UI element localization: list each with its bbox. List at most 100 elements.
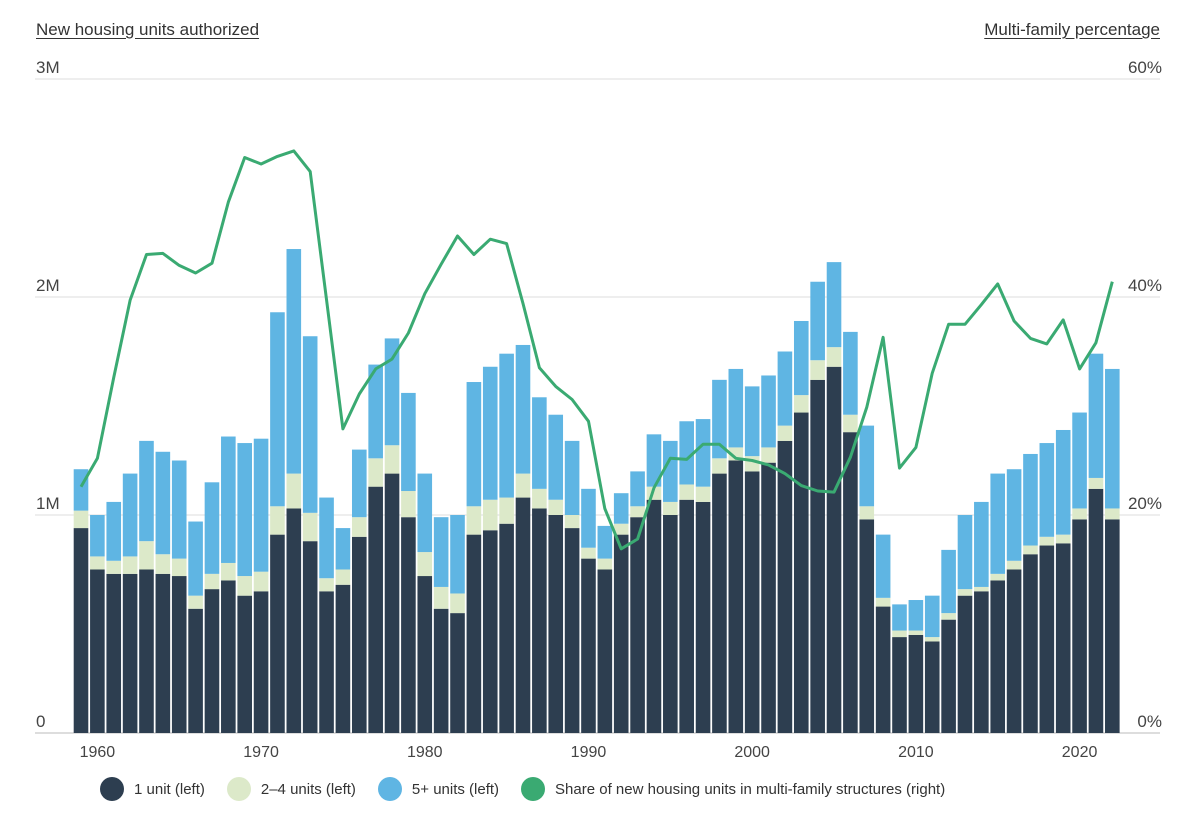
bar-5-plus-units-1976 — [351, 449, 367, 518]
bar-5-plus-units-1980 — [417, 473, 433, 553]
bar-1-unit-1959 — [73, 528, 89, 733]
bar-5-plus-units-1963 — [139, 440, 154, 542]
bar-1-unit-1985 — [499, 523, 514, 733]
bar-2-4-units-1960 — [90, 556, 105, 570]
bar-1-unit-2000 — [744, 471, 760, 733]
bar-5-plus-units-2012 — [941, 549, 956, 614]
bar-5-plus-units-1983 — [466, 382, 482, 507]
bar-1-unit-1969 — [237, 595, 252, 733]
bar-1-unit-1993 — [630, 517, 645, 733]
bar-2-4-units-2003 — [793, 395, 809, 413]
x-tick-label: 1990 — [571, 744, 607, 761]
bar-2-4-units-2016 — [1006, 560, 1022, 570]
bar-1-unit-2005 — [826, 366, 842, 733]
bar-2-4-units-1988 — [548, 499, 564, 515]
bar-1-unit-1983 — [466, 534, 482, 733]
bar-1-unit-1984 — [482, 530, 498, 733]
right-tick-label: 20% — [1128, 494, 1162, 513]
bar-2-4-units-1990 — [581, 547, 596, 559]
bar-5-plus-units-1969 — [237, 443, 252, 577]
bar-1-unit-1988 — [548, 515, 564, 733]
bar-2-4-units-1967 — [204, 573, 220, 590]
bar-5-plus-units-2019 — [1055, 429, 1071, 535]
bar-5-plus-units-1972 — [286, 249, 302, 474]
bar-5-plus-units-1978 — [384, 338, 400, 446]
bar-5-plus-units-1999 — [728, 368, 744, 448]
bar-1-unit-1968 — [221, 580, 236, 733]
bar-1-unit-1965 — [171, 576, 187, 733]
bar-2-4-units-2009 — [892, 630, 907, 638]
bar-5-plus-units-2002 — [777, 351, 793, 426]
bar-1-unit-2015 — [990, 580, 1006, 733]
legend: 1 unit (left) 2–4 units (left) 5+ units … — [100, 777, 967, 801]
bar-1-unit-2016 — [1006, 569, 1022, 733]
bar-2-4-units-1997 — [695, 486, 711, 502]
bar-2-4-units-2020 — [1072, 508, 1087, 520]
bar-5-plus-units-1991 — [597, 525, 613, 559]
bar-2-4-units-1961 — [106, 560, 122, 574]
bar-1-unit-1962 — [122, 573, 138, 733]
bar-1-unit-2002 — [777, 440, 793, 733]
bar-2-4-units-1968 — [221, 562, 236, 581]
bar-5-plus-units-1973 — [302, 336, 318, 513]
bar-5-plus-units-1977 — [368, 364, 383, 459]
bar-1-unit-1966 — [188, 608, 203, 733]
bar-2-4-units-2004 — [810, 360, 825, 380]
bar-2-4-units-1975 — [335, 569, 351, 585]
bar-2-4-units-1986 — [515, 473, 531, 498]
bar-2-4-units-1971 — [270, 506, 285, 535]
right-axis-title: Multi-family percentage — [984, 20, 1160, 39]
bar-1-unit-1997 — [695, 501, 711, 733]
bar-1-unit-2007 — [859, 519, 875, 733]
bar-2-4-units-1982 — [450, 593, 465, 614]
bar-1-unit-2006 — [843, 432, 858, 733]
bar-1-unit-2012 — [941, 619, 956, 733]
bar-1-unit-1973 — [302, 541, 318, 733]
bar-2-4-units-2007 — [859, 506, 875, 520]
bar-5-plus-units-2007 — [859, 425, 875, 507]
bar-1-unit-1994 — [646, 499, 662, 733]
bar-2-4-units-2012 — [941, 613, 956, 620]
bar-1-unit-2019 — [1055, 543, 1071, 733]
legend-item-multifamily-share: Share of new housing units in multi-fami… — [521, 777, 945, 801]
bar-1-unit-1979 — [401, 517, 416, 733]
bar-2-4-units-1972 — [286, 473, 302, 509]
bar-1-unit-1970 — [253, 591, 269, 733]
legend-label: Share of new housing units in multi-fami… — [555, 780, 946, 798]
bar-5-plus-units-1995 — [663, 440, 678, 502]
x-tick-label: 2000 — [734, 744, 770, 761]
bar-1-unit-1990 — [581, 558, 596, 733]
legend-label: 1 unit (left) — [134, 780, 205, 798]
bar-5-plus-units-1996 — [679, 421, 694, 485]
bar-5-plus-units-1989 — [564, 440, 580, 515]
bar-1-unit-1977 — [368, 486, 383, 733]
bar-1-unit-1989 — [564, 528, 580, 733]
x-tick-label: 2020 — [1062, 744, 1098, 761]
bar-2-4-units-1999 — [728, 447, 744, 461]
left-axis-title: New housing units authorized — [36, 20, 260, 39]
bar-2-4-units-2013 — [957, 589, 973, 596]
bar-5-plus-units-2001 — [761, 375, 776, 448]
bar-5-plus-units-1960 — [90, 515, 105, 557]
bar-1-unit-2017 — [1023, 554, 1038, 733]
bar-1-unit-1975 — [335, 584, 351, 733]
bar-1-unit-2022 — [1105, 519, 1120, 733]
bar-2-4-units-2001 — [761, 447, 776, 463]
legend-label: 2–4 units (left) — [260, 780, 356, 798]
bar-1-unit-1981 — [433, 608, 449, 733]
bar-1-unit-1980 — [417, 576, 433, 733]
x-tick-label: 1970 — [243, 744, 279, 761]
bar-5-plus-units-1975 — [335, 528, 351, 570]
bar-5-plus-units-1998 — [712, 379, 727, 459]
bar-5-plus-units-1992 — [613, 493, 629, 524]
bar-1-unit-2014 — [974, 591, 989, 733]
bar-5-plus-units-1987 — [532, 397, 547, 489]
bar-5-plus-units-2017 — [1023, 453, 1038, 546]
bar-5-plus-units-1979 — [401, 392, 416, 492]
legend-label: 5+ units (left) — [411, 780, 500, 798]
bar-5-plus-units-2008 — [875, 534, 891, 598]
bar-1-unit-1972 — [286, 508, 302, 733]
bar-2-4-units-1984 — [482, 499, 498, 531]
bar-2-4-units-1980 — [417, 552, 433, 577]
right-tick-label: 40% — [1128, 276, 1162, 295]
